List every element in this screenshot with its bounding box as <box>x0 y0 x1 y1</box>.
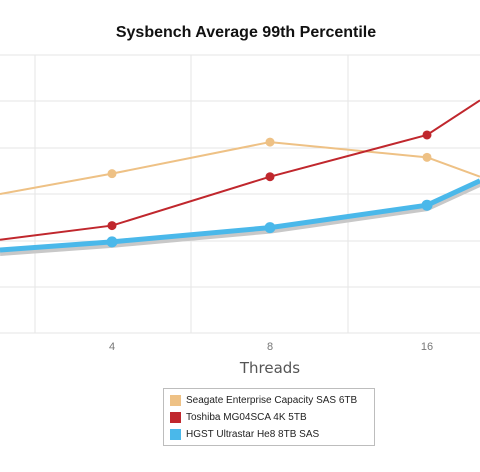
x-tick-labels: 4 8 16 <box>109 341 433 353</box>
series-layer <box>0 99 480 256</box>
x-axis-label: Threads <box>239 359 300 377</box>
data-point-seagate[interactable] <box>107 169 117 179</box>
data-point-seagate[interactable] <box>422 152 432 162</box>
legend-label-toshiba: Toshiba MG04SCA 4K 5TB <box>186 412 307 423</box>
legend-label-seagate: Seagate Enterprise Capacity SAS 6TB <box>186 395 358 406</box>
legend-swatch-hgst <box>170 429 181 440</box>
x-tick-label: 16 <box>421 341 433 353</box>
data-point-toshiba[interactable] <box>107 221 117 231</box>
legend-item-toshiba[interactable]: Toshiba MG04SCA 4K 5TB <box>170 409 368 426</box>
data-point-seagate[interactable] <box>265 137 275 147</box>
legend: Seagate Enterprise Capacity SAS 6TB Tosh… <box>163 388 375 446</box>
x-tick-label: 8 <box>267 341 273 353</box>
grid-lines <box>0 54 480 334</box>
chart-title: Sysbench Average 99th Percentile <box>116 24 376 41</box>
data-point-hgst[interactable] <box>421 199 433 211</box>
legend-swatch-toshiba <box>170 412 181 423</box>
legend-item-seagate[interactable]: Seagate Enterprise Capacity SAS 6TB <box>170 392 368 409</box>
series-line-toshiba <box>0 99 480 241</box>
x-tick-label: 4 <box>109 341 115 353</box>
data-point-toshiba[interactable] <box>422 130 432 140</box>
legend-item-hgst[interactable]: HGST Ultrastar He8 8TB SAS <box>170 426 368 443</box>
series-line-hgst <box>0 178 480 253</box>
legend-label-hgst: HGST Ultrastar He8 8TB SAS <box>186 429 320 440</box>
data-point-hgst[interactable] <box>106 236 118 248</box>
data-point-toshiba[interactable] <box>265 172 275 182</box>
data-point-hgst[interactable] <box>264 222 276 234</box>
legend-swatch-seagate <box>170 395 181 406</box>
